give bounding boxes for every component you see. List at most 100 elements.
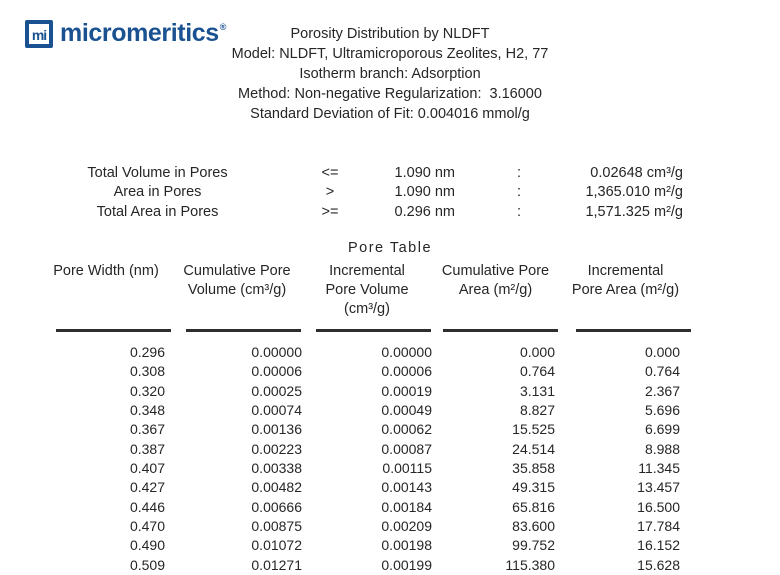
table-cell: 0.00006	[381, 363, 432, 380]
table-row: 0.367 0.00136 0.00062 15.525 6.699	[40, 420, 692, 439]
logo-wordmark: micromeritics	[60, 19, 219, 47]
column-header-line: (cm³/g)	[344, 301, 390, 317]
table-cell: 115.380	[505, 556, 555, 573]
table-cell: 0.00000	[251, 344, 302, 360]
table-cell: 0.00875	[251, 518, 302, 535]
summary-value: 0.02648 cm³/g	[590, 165, 683, 181]
column-header-line: Volume (cm³/g)	[187, 282, 287, 298]
column-header: Pore Width (nm)	[40, 262, 172, 319]
table-row: 0.470 0.00875 0.00209 83.600 17.784	[40, 517, 692, 536]
summary-label: Area in Pores	[113, 184, 202, 201]
method-line: Method: Non-negative Regularization: 3.1…	[238, 86, 542, 102]
summary-value: 1,365.010 m²/g	[585, 184, 683, 201]
table-row: 0.446 0.00666 0.00184 65.816 16.500	[40, 498, 692, 517]
table-row: 0.387 0.00223 0.00087 24.514 8.988	[40, 440, 692, 459]
table-cell: 0.308	[129, 363, 165, 380]
table-cell: 65.816	[512, 498, 555, 515]
table-row: 0.320 0.00025 0.00019 3.131 2.367	[40, 382, 692, 401]
summary-operator: >	[325, 184, 335, 201]
summary-separator: :	[516, 165, 522, 181]
table-cell: 0.00136	[251, 421, 302, 438]
summary-row: Area in Pores >1.090 nm: 1,365.010 m²/g	[40, 183, 683, 202]
table-cell: 0.348	[129, 402, 165, 419]
column-header-line: Pore Area (m²/g)	[571, 282, 680, 298]
table-cell: 3.131	[519, 382, 555, 399]
table-cell: 0.470	[129, 518, 165, 535]
table-row: 0.509 0.01271 0.00199 115.380 15.628	[40, 556, 692, 575]
summary-threshold: 1.090 nm	[394, 165, 455, 181]
table-row: 0.308 0.00006 0.00006 0.764 0.764	[40, 362, 692, 381]
table-cell: 0.387	[129, 440, 165, 457]
table-cell: 0.00199	[381, 556, 432, 573]
table-cell: 0.00143	[381, 479, 432, 496]
summary-threshold: 0.296 nm	[394, 203, 455, 220]
table-cell: 0.00062	[381, 421, 432, 438]
table-cell: 0.764	[644, 363, 680, 380]
summary-operator: <=	[321, 165, 339, 181]
table-cell: 0.407	[129, 460, 165, 477]
mi-logo-icon: mi	[25, 20, 53, 48]
summary-threshold: 1.090 nm	[394, 184, 455, 201]
table-cell: 0.00006	[251, 363, 302, 380]
table-cell: 0.296	[129, 344, 165, 360]
table-cell: 2.367	[644, 382, 680, 399]
summary-label: Total Volume in Pores	[87, 165, 228, 181]
table-cell: 0.00087	[381, 440, 432, 457]
summary-row: Total Area in Pores >= 0.296 nm: 1,571.325 …	[40, 203, 683, 222]
table-cell: 0.00666	[251, 498, 302, 515]
table-cell: 15.628	[637, 556, 680, 573]
table-cell: 35.858	[512, 460, 555, 477]
summary-separator: :	[516, 184, 522, 201]
table-cell: 16.500	[637, 498, 680, 515]
table-cell: 0.01072	[251, 537, 302, 554]
table-cell: 5.696	[644, 402, 680, 419]
column-header-line: Cumulative Pore	[183, 263, 291, 279]
table-cell: 0.000	[644, 344, 680, 360]
table-cell: 0.764	[519, 363, 555, 380]
table-cell: 0.00482	[251, 479, 302, 496]
isotherm-branch-line: Isotherm branch: Adsorption	[299, 66, 481, 82]
table-cell: 0.446	[129, 498, 165, 515]
summary-label: Total Area in Pores	[96, 203, 219, 220]
pore-table-title: Pore Table	[347, 240, 433, 256]
table-cell: 0.320	[129, 382, 165, 399]
table-cell: 0.00049	[381, 402, 432, 419]
column-rule	[576, 329, 691, 332]
table-cell: 0.00000	[381, 344, 432, 360]
table-cell: 17.784	[637, 518, 680, 535]
table-row: 0.348 0.00074 0.00049 8.827 5.696	[40, 401, 692, 420]
column-header: Cumulative Pore Volume (cm³/g)	[172, 262, 302, 319]
column-header-line: Pore Width (nm)	[53, 263, 159, 279]
micromeritics-logo: mi micromeritics ®	[25, 16, 226, 51]
table-cell: 8.988	[644, 440, 680, 457]
table-cell: 99.752	[512, 537, 555, 554]
table-row: 0.490 0.01072 0.00198 99.752 16.152	[40, 536, 692, 555]
column-header-line: Pore Volume	[325, 282, 409, 298]
table-cell: 0.00019	[381, 382, 432, 399]
table-cell: 0.509	[129, 556, 165, 573]
table-cell: 0.00115	[382, 460, 432, 477]
registered-trademark-icon: ®	[219, 22, 227, 32]
summary-section: Total Volume in Pores <= 1.090 nm: 0.02648 …	[40, 164, 683, 222]
table-cell: 0.490	[129, 537, 165, 554]
table-cell: 6.699	[644, 421, 680, 438]
table-cell: 24.514	[512, 440, 555, 457]
table-cell: 15.525	[512, 421, 555, 438]
table-cell: 13.457	[637, 479, 680, 496]
table-cell: 0.00209	[381, 518, 432, 535]
summary-operator: >=	[321, 203, 339, 220]
summary-value: 1,571.325 m²/g	[585, 203, 683, 220]
std-deviation-line: Standard Deviation of Fit: 0.004016 mmol…	[250, 106, 530, 122]
table-cell: 0.00025	[251, 382, 302, 399]
column-rule	[443, 329, 558, 332]
column-header: Cumulative Pore Area (m²/g)	[432, 262, 559, 319]
table-cell: 83.600	[512, 518, 555, 535]
column-header-line: Cumulative Pore	[441, 263, 550, 279]
table-cell: 0.00223	[251, 440, 302, 457]
table-cell: 0.000	[519, 344, 555, 360]
table-cell: 0.427	[129, 479, 165, 496]
pore-table-column-headers: Pore Width (nm) Cumulative Pore Volume (cm…	[40, 262, 692, 319]
table-row: 0.427 0.00482 0.00143 49.315 13.457	[40, 478, 692, 497]
table-cell: 11.345	[638, 460, 680, 477]
